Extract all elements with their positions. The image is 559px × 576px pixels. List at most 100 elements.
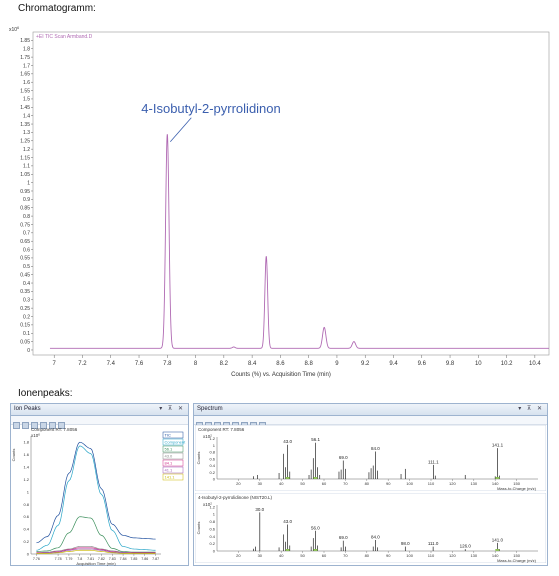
x-tick-label: 7.4 [107, 361, 116, 367]
ion-x-tick-label: 7.86 [141, 557, 148, 561]
spectrum-y-tick-label: 0.6 [209, 526, 215, 531]
toolbar-button[interactable] [40, 422, 47, 429]
spectrum-window-controls[interactable]: ▾ ⊼ ✕ [518, 406, 544, 412]
ion-series-line [36, 547, 156, 554]
spectrum-y-tick-label: 0.2 [209, 470, 215, 475]
spectrum-y-exponent: x102 [203, 434, 212, 440]
plot-area [32, 31, 550, 356]
ion-y-tick-label: 1.2 [23, 477, 29, 482]
ion-legend-label: 41.1 [165, 468, 174, 473]
spectrum-y-exponent: x102 [203, 502, 212, 508]
spectrum-y-tick-label: 0.8 [209, 450, 215, 455]
spectrum-marker [313, 549, 318, 551]
ion-y-tick-label: 1.8 [23, 440, 29, 445]
y-tick-label: 0.1 [23, 331, 30, 337]
spectrum-y-exponent-power: 2 [210, 434, 212, 438]
chromatogram-heading: Chromatogramm: [18, 3, 96, 14]
toolbar-button[interactable] [13, 422, 20, 429]
spectrum-title: Component RT: 7.8056 [198, 427, 245, 432]
x-axis-label: Counts (%) vs. Acquisition Time (min) [231, 372, 331, 378]
y-tick-label: 0.45 [20, 272, 30, 278]
spectrum-y-tick-label: 0.8 [209, 519, 215, 524]
spectrum-x-tick-label: 50 [300, 481, 305, 486]
tic-trace [49, 134, 549, 349]
ion-legend-label: 56.1 [165, 447, 174, 452]
y-tick-label: 1.15 [20, 155, 30, 161]
spectrum-y-tick-label: 0.2 [209, 541, 215, 546]
y-tick-label: 0.95 [20, 189, 30, 195]
spectrum-x-tick-label: 30 [258, 553, 263, 558]
spectrum-x-tick-label: 120 [449, 481, 456, 486]
ion-x-tick-label: 7.79 [65, 557, 72, 561]
spectrum-marker [285, 477, 290, 479]
y-tick-label: 1 [27, 180, 30, 186]
y-tick-label: 1.55 [20, 88, 30, 94]
ion-y-exponent-power: 6 [38, 433, 40, 437]
ion-y-tick-label: 1.4 [23, 465, 29, 470]
y-tick-label: 0.8 [23, 214, 30, 220]
y-tick-label: 1.75 [20, 55, 30, 61]
x-tick-label: 10 [475, 361, 482, 367]
spectrum-y-tick-label: 1.2 [209, 436, 215, 441]
ion-y-tick-label: 1.6 [23, 452, 29, 457]
ion-y-tick-label: 0.6 [23, 514, 29, 519]
y-tick-label: 1.7 [23, 63, 30, 69]
spectrum-x-tick-label: 20 [236, 553, 241, 558]
spectrum-x-tick-label: 80 [365, 481, 370, 486]
ion-x-tick-label: 7.82 [98, 557, 105, 561]
ionenpeaks-heading: Ionenpeaks: [18, 388, 73, 399]
ion-y-axis-label: Counts [11, 449, 16, 462]
spectrum-marker [313, 477, 318, 479]
ion-series-line [36, 441, 156, 544]
ion-title: Component RT: 7.8056 [31, 427, 78, 432]
spectrum-peak-label: 141.1 [492, 443, 504, 448]
toolbar-button[interactable] [22, 422, 29, 429]
ion-legend-box [162, 452, 184, 460]
ion-x-tick-label: 7.84 [120, 557, 127, 561]
ion-y-tick-label: 0.4 [23, 527, 29, 532]
x-tick-label: 10.4 [529, 361, 541, 367]
y-tick-label: 1.4 [23, 113, 30, 119]
y-tick-label: 1.85 [20, 38, 30, 44]
ion-legend-label: 43.0 [165, 454, 174, 459]
spectrum-x-axis-label: Mass-to-Charge (m/z) [497, 486, 537, 491]
ion-legend-label: Component [165, 440, 187, 445]
toolbar-button[interactable] [58, 422, 65, 429]
spectrum-titlebar: Spectrum ▾ ⊼ ✕ [194, 404, 547, 416]
spectrum-peak-label: 111.1 [428, 459, 439, 464]
toolbar-button[interactable] [49, 422, 56, 429]
spectrum-x-tick-label: 80 [365, 553, 370, 558]
toolbar-button[interactable] [31, 422, 38, 429]
spectrum-peak-label: 30.0 [255, 507, 264, 512]
spectrum-peak-label: 69.0 [339, 455, 348, 460]
ion-peaks-window-controls[interactable]: ▾ ⊼ ✕ [159, 406, 185, 412]
ion-x-tick-label: 7.83 [109, 557, 116, 561]
spectrum-component-chart: Component RT: 7.8056 x102 Counts 0 0.2 0.4 0.6… [195, 425, 546, 491]
ion-legend-label: 141.1 [165, 475, 176, 480]
y-tick-label: 1.45 [20, 105, 30, 111]
spectrum-x-tick-label: 40 [279, 553, 284, 558]
spectrum-marker [495, 477, 500, 479]
spectrum-frame [195, 493, 546, 563]
ion-peaks-pane: Ion Peaks ▾ ⊼ ✕ Component RT: 7.8056 x106… [10, 403, 189, 566]
ion-legend-box [162, 473, 184, 481]
spectrum-y-tick-label: 0 [213, 477, 216, 482]
y-tick-label: 0.55 [20, 256, 30, 262]
legend-label: +EI TIC Scan Armband.D [36, 34, 93, 40]
y-tick-label: 0.85 [20, 206, 30, 212]
ion-legend-box [162, 459, 184, 467]
y-tick-label: 0.5 [23, 264, 30, 270]
y-tick-label: 0.4 [23, 281, 30, 287]
spectrum-peak-label: 126.0 [460, 544, 472, 549]
x-tick-label: 9 [335, 361, 339, 367]
spectrum-y-tick-label: 0 [213, 549, 216, 554]
chromatogram-chart: x106 +EI TIC Scan Armband.D 0 0.05 0.1 0.15 0.… [9, 26, 550, 378]
ion-x-tick-label: 7.85 [130, 557, 137, 561]
y-tick-label: 1.65 [20, 72, 30, 78]
spectrum-x-tick-label: 40 [279, 481, 284, 486]
spectrum-peak-label: 43.0 [283, 519, 292, 524]
peak-annotation: 4-Isobutyl-2-pyrrolidinon [141, 101, 280, 116]
ion-x-tick-label: 7.8 [77, 557, 82, 561]
spectrum-x-tick-label: 70 [343, 481, 348, 486]
spectrum-title: 4-Isobutyl-2-pyrrolidinone (NIST20.L) [198, 495, 273, 500]
